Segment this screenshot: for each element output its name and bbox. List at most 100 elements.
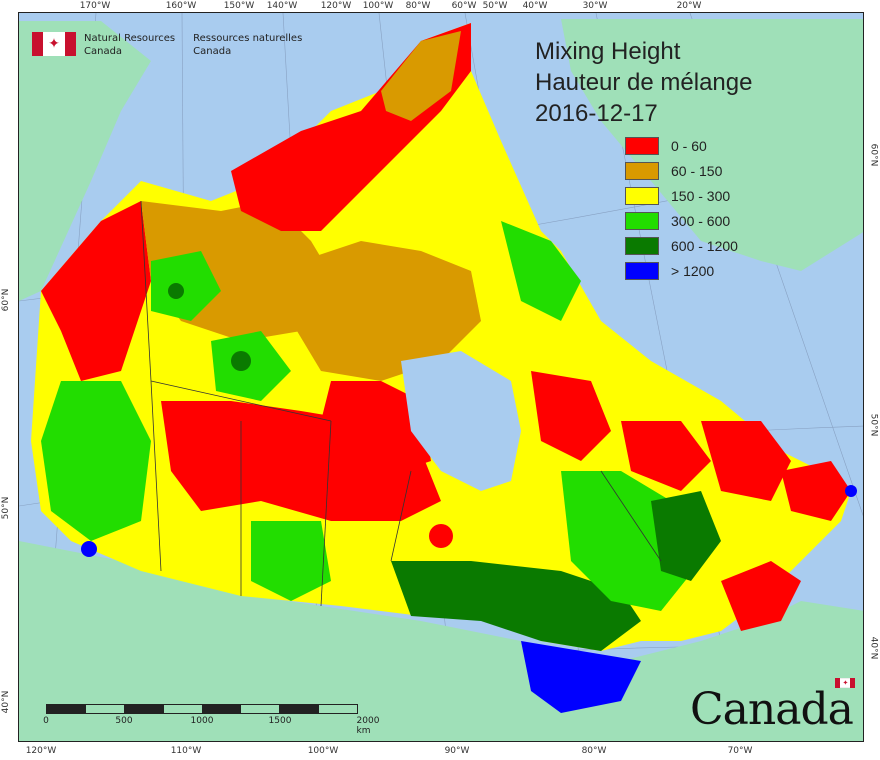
- scale-tick-label: 0: [43, 716, 49, 726]
- usa-region: [19, 541, 863, 741]
- map-canvas: [18, 12, 864, 742]
- legend-item: 150 - 300: [625, 183, 738, 208]
- legend-swatch: [625, 236, 659, 255]
- top-tick-100w: 100°W: [362, 1, 394, 11]
- legend-label: > 1200: [671, 262, 715, 279]
- legend: 0 - 60 60 - 150 150 - 300 300 - 600 600 …: [625, 133, 738, 283]
- scale-bar-labels: 0 500 1000 1500 2000 km: [43, 716, 379, 736]
- zone-ellesmere-orange: [381, 31, 461, 121]
- mixing-height-zones: [41, 23, 857, 713]
- zone-bc-green: [41, 381, 151, 541]
- top-tick-20w: 20°W: [676, 1, 702, 11]
- top-tick-150w: 150°W: [223, 1, 255, 11]
- agency-en-line2: Canada: [84, 46, 123, 57]
- zone-newfoundland-red: [781, 461, 851, 521]
- legend-swatch: [625, 211, 659, 230]
- top-tick-140w: 140°W: [266, 1, 298, 11]
- top-tick-160w: 160°W: [165, 1, 197, 11]
- agency-fr-line1: Ressources naturelles: [193, 33, 303, 44]
- legend-item: 600 - 1200: [625, 233, 738, 258]
- zone-manitoba-red: [321, 381, 431, 471]
- zone-great-lakes-blue: [521, 641, 641, 713]
- top-tick-170w: 170°W: [79, 1, 111, 11]
- zone-spot-yellow-1: [568, 323, 584, 339]
- canada-flag-icon: ✦: [32, 32, 76, 56]
- title-french: Hauteur de mélange: [535, 69, 753, 96]
- left-tick-60n: 60°N: [1, 288, 11, 312]
- top-tick-60w: 60°W: [451, 1, 477, 11]
- top-tick-40w: 40°W: [522, 1, 548, 11]
- top-tick-120w: 120°W: [320, 1, 352, 11]
- scale-tick-label: 1500: [268, 716, 292, 726]
- top-tick-30w: 30°W: [582, 1, 608, 11]
- legend-label: 0 - 60: [671, 137, 707, 154]
- zone-spot-darkgreen-1: [231, 351, 251, 371]
- zone-spot-blue-1: [81, 541, 97, 557]
- legend-label: 60 - 150: [671, 162, 723, 179]
- zone-nunavut-orange: [291, 241, 481, 381]
- zone-baffin-green: [501, 221, 581, 321]
- bottom-tick-120w: 120°W: [25, 746, 57, 756]
- provincial-borders: [140, 200, 662, 607]
- right-tick-60n: 60°N: [869, 143, 879, 167]
- bottom-tick-110w: 110°W: [170, 746, 202, 756]
- title-english: Mixing Height: [535, 38, 681, 65]
- legend-swatch: [625, 136, 659, 155]
- top-tick-50w: 50°W: [482, 1, 508, 11]
- zone-quebec-darkgreen: [651, 491, 721, 581]
- bottom-tick-90w: 90°W: [444, 746, 470, 756]
- agency-en-line1: Natural Resources: [84, 33, 176, 44]
- scale-tick-label: 1000: [190, 716, 214, 726]
- non-canada-land: [19, 19, 863, 741]
- zone-spot-red-2: [552, 377, 570, 395]
- zone-yukon-red: [41, 201, 151, 381]
- zone-spot-red-3: [571, 426, 591, 446]
- legend-item: 300 - 600: [625, 208, 738, 233]
- scale-bar-graphic: [46, 704, 358, 714]
- bottom-tick-70w: 70°W: [727, 746, 753, 756]
- greenland-region: [561, 19, 863, 271]
- agency-french: Ressources naturelles Canada: [193, 32, 302, 58]
- zone-ontario-darkgreen: [391, 561, 641, 651]
- legend-label: 600 - 1200: [671, 237, 738, 254]
- legend-swatch: [625, 186, 659, 205]
- hudson-bay: [401, 351, 521, 491]
- wordmark-flag-icon: ✦: [834, 678, 855, 688]
- scale-tick-label: 2000 km: [356, 716, 380, 736]
- alaska-region: [19, 21, 151, 301]
- top-tick-80w: 80°W: [405, 1, 431, 11]
- zone-ungava-red: [531, 371, 611, 461]
- zone-spot-blue-2: [845, 485, 857, 497]
- bottom-tick-100w: 100°W: [307, 746, 339, 756]
- legend-swatch: [625, 161, 659, 180]
- zone-spot-red-1: [429, 524, 453, 548]
- zone-maritimes-red: [721, 561, 801, 631]
- zone-sask-green: [251, 521, 331, 601]
- zone-labrador-red: [701, 421, 791, 501]
- legend-item: 60 - 150: [625, 158, 738, 183]
- mixing-height-map: [19, 13, 863, 741]
- agency-fr-line2: Canada: [193, 46, 232, 57]
- scale-bar: 0 500 1000 1500 2000 km: [43, 704, 379, 736]
- agency-identifier: ✦ Natural Resources Canada Ressources na…: [32, 32, 312, 58]
- legend-item: 0 - 60: [625, 133, 738, 158]
- left-tick-50n: 50°N: [1, 496, 11, 520]
- wordmark-text: Canada: [690, 684, 854, 735]
- right-tick-50n: 50°N: [869, 413, 879, 437]
- agency-english: Natural Resources Canada: [84, 32, 175, 58]
- scale-tick-label: 500: [115, 716, 133, 726]
- map-title: Mixing Height Hauteur de mélange 2016-12…: [535, 36, 752, 129]
- zone-greatslave-green: [211, 331, 291, 401]
- bottom-tick-80w: 80°W: [581, 746, 607, 756]
- zone-quebec-red: [621, 421, 711, 491]
- zone-greatbear-green: [151, 251, 221, 321]
- left-tick-40n: 40°N: [1, 690, 11, 714]
- title-date: 2016-12-17: [535, 100, 658, 127]
- legend-label: 300 - 600: [671, 212, 731, 229]
- legend-item: > 1200: [625, 258, 738, 283]
- canada-wordmark: Canada ✦: [690, 678, 855, 735]
- right-tick-40n: 40°N: [869, 636, 879, 660]
- legend-label: 150 - 300: [671, 187, 731, 204]
- zone-spot-darkgreen-2: [168, 283, 184, 299]
